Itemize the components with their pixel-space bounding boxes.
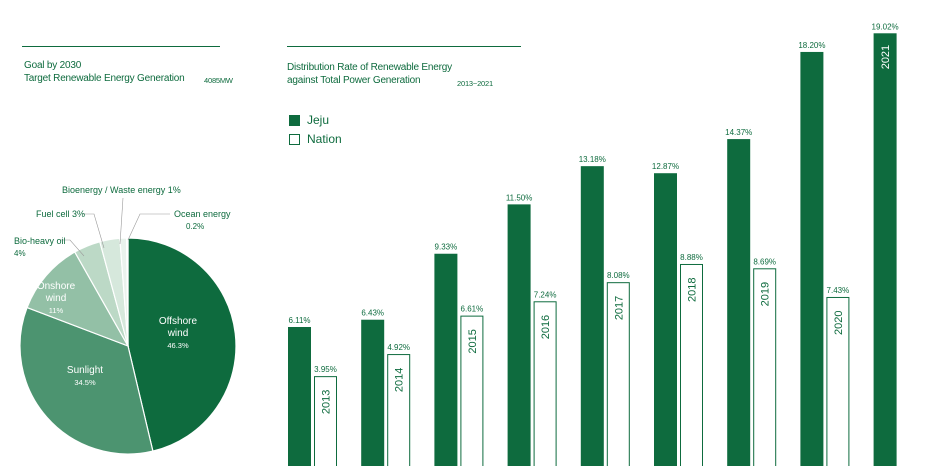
svg-text:11%: 11% [49, 306, 64, 315]
bar-jeju-2015 [434, 253, 458, 466]
bar-nation-2017 [606, 282, 630, 466]
bar-nation-2018 [680, 263, 703, 466]
category-label-2020: 2020 [833, 310, 845, 334]
bar-jeju-label-2018: 12.87% [652, 162, 679, 171]
bar-nation-label-2018: 8.88% [680, 253, 703, 262]
pie-slice-ocean-energy [126, 237, 129, 347]
category-label-2013: 2013 [321, 390, 333, 414]
legend-jeju-swatch [289, 115, 300, 126]
legend-nation-swatch [289, 134, 300, 145]
svg-text:Offshore: Offshore [159, 316, 198, 327]
bar-nation-label-2016: 7.24% [534, 290, 557, 299]
category-label-2019: 2019 [760, 282, 772, 306]
bar-jeju-2021 [873, 33, 897, 466]
category-label-2018: 2018 [687, 277, 699, 301]
svg-text:Sunlight: Sunlight [67, 365, 103, 376]
svg-text:wind: wind [45, 293, 67, 304]
category-label-2015: 2015 [467, 329, 479, 353]
pie-label-bioenergy-waste-energy: Bioenergy / Waste energy 1% [62, 185, 181, 245]
bar-jeju-2019 [727, 139, 751, 466]
svg-text:46.3%: 46.3% [167, 341, 189, 350]
pie-slice-sunlight [19, 306, 154, 455]
pie-label-ocean-energy: Ocean energy 0.2% [127, 209, 231, 241]
bar-nation-label-2014: 4.92% [387, 343, 410, 352]
bar-jeju-2013 [288, 326, 311, 466]
bar-jeju-label-2014: 6.43% [361, 309, 384, 318]
svg-text:Onshore: Onshore [37, 281, 76, 292]
right-title-rule [287, 46, 521, 47]
bar-nation-2016 [533, 301, 557, 466]
bar-chart: 6.11% 3.95% 2013 6.43% 4.92% 2014 9.33% 6.61% 20… [288, 22, 899, 466]
category-label-2014: 2014 [394, 368, 406, 392]
bar-jeju-label-2020: 18.20% [798, 41, 825, 50]
legend-nation-label: Nation [307, 132, 342, 146]
svg-text:wind: wind [167, 328, 189, 339]
category-label-2021: 2021 [880, 45, 892, 69]
pie-slice-offshore-wind [127, 237, 237, 452]
right-title-line1: Distribution Rate of Renewable Energy [287, 62, 452, 73]
svg-text:Ocean energy: Ocean energy [174, 209, 231, 219]
bar-jeju-label-2016: 11.50% [506, 193, 533, 202]
svg-text:4%: 4% [14, 249, 26, 258]
left-title-line1: Goal by 2030 [24, 60, 82, 71]
bar-jeju-2016 [507, 204, 531, 466]
bar-nation-2015 [460, 315, 484, 466]
bar-jeju-2020 [800, 51, 824, 466]
bar-nation-label-2020: 7.43% [827, 286, 850, 295]
pie-chart: Offshorewind46.3%Sunlight34.5%Onshorewin… [14, 185, 237, 455]
bar-jeju-2014 [361, 319, 385, 466]
svg-text:34.5%: 34.5% [74, 378, 96, 387]
bar-jeju-2018 [654, 173, 677, 466]
svg-text:Bio-heavy oil: Bio-heavy oil [14, 236, 66, 246]
svg-text:Fuel cell 3%: Fuel cell 3% [36, 209, 85, 219]
right-title-line2: against Total Power Generation [287, 75, 421, 86]
legend-jeju-label: Jeju [307, 113, 330, 127]
right-period: 2013~2021 [457, 79, 493, 88]
pie-label-sunlight: Sunlight 34.5% [67, 365, 103, 387]
bar-jeju-label-2019: 14.37% [725, 128, 752, 137]
bar-nation-2013 [314, 376, 337, 466]
pie-label-fuel-cell: Fuel cell 3% [36, 209, 105, 249]
bar-jeju-label-2013: 6.11% [288, 316, 310, 325]
left-title-line2: Target Renewable Energy Generation [24, 73, 185, 84]
pie-slice-onshore-wind [26, 251, 130, 348]
category-label-2017: 2017 [613, 296, 625, 320]
svg-text:0.2%: 0.2% [186, 222, 204, 231]
bar-nation-2014 [387, 354, 411, 466]
bar-nation-2020 [826, 296, 850, 466]
bar-nation-label-2019: 8.69% [753, 257, 776, 266]
category-label-2016: 2016 [540, 315, 552, 339]
bar-jeju-label-2021: 19.02% [872, 22, 899, 31]
bar-nation-2019 [753, 268, 777, 466]
bar-nation-label-2015: 6.61% [461, 305, 484, 314]
left-total: 4085MW [204, 76, 233, 85]
bar-nation-label-2013: 3.95% [314, 365, 337, 374]
left-title-rule [22, 46, 220, 47]
bar-jeju-label-2015: 9.33% [435, 243, 458, 252]
pie-label-bio-heavy-oil: Bio-heavy oil 4% [14, 236, 85, 258]
svg-text:Bioenergy / Waste energy 1%: Bioenergy / Waste energy 1% [62, 185, 181, 195]
bar-nation-label-2017: 8.08% [607, 271, 630, 280]
bar-jeju-2017 [580, 166, 604, 466]
bar-jeju-label-2017: 13.18% [579, 155, 606, 164]
